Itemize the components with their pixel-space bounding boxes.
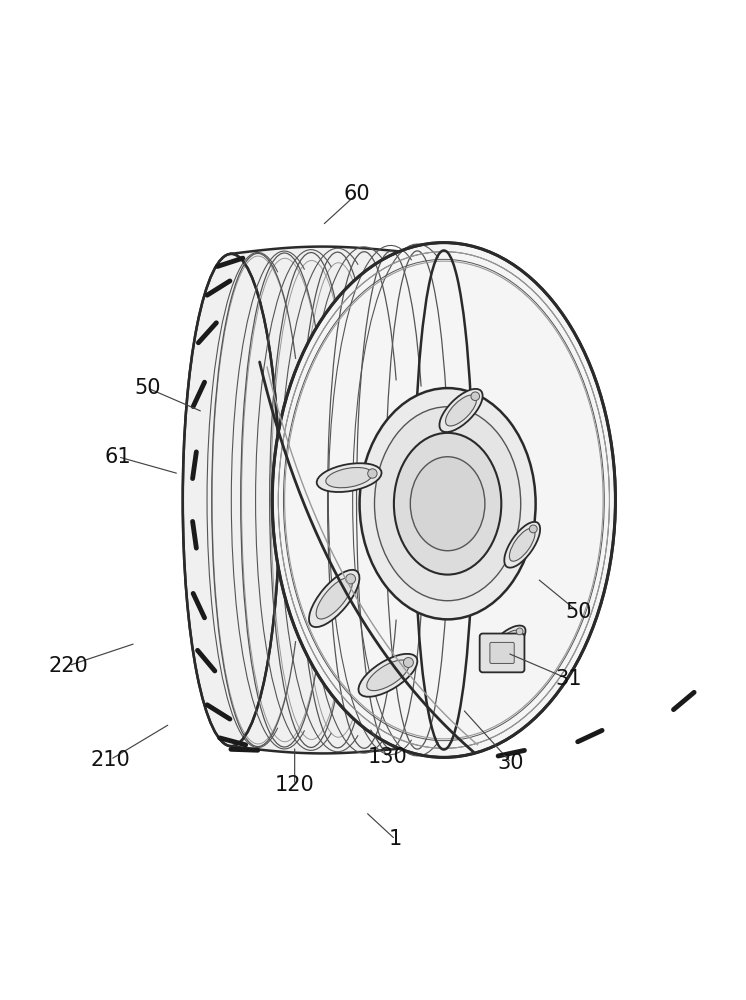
Text: 210: 210	[90, 750, 131, 770]
Ellipse shape	[345, 574, 356, 584]
Text: 60: 60	[343, 184, 370, 204]
Ellipse shape	[410, 457, 485, 551]
Ellipse shape	[404, 658, 413, 667]
Polygon shape	[183, 247, 399, 753]
Ellipse shape	[489, 626, 525, 658]
Ellipse shape	[510, 528, 535, 561]
Ellipse shape	[360, 388, 536, 619]
Text: 50: 50	[565, 602, 592, 622]
Ellipse shape	[394, 433, 501, 575]
Text: 30: 30	[498, 753, 524, 773]
Text: 120: 120	[275, 775, 315, 795]
Text: 1: 1	[389, 829, 402, 849]
Ellipse shape	[183, 254, 280, 746]
Ellipse shape	[309, 570, 360, 627]
Ellipse shape	[316, 578, 352, 619]
FancyBboxPatch shape	[490, 642, 514, 663]
Ellipse shape	[445, 395, 477, 426]
FancyBboxPatch shape	[480, 634, 524, 672]
Ellipse shape	[530, 525, 537, 533]
Text: 61: 61	[104, 447, 131, 467]
Ellipse shape	[368, 469, 377, 478]
Ellipse shape	[374, 407, 521, 601]
Ellipse shape	[272, 243, 615, 757]
Text: 31: 31	[555, 669, 582, 689]
Ellipse shape	[317, 463, 381, 492]
Text: 50: 50	[134, 378, 161, 398]
Ellipse shape	[504, 522, 540, 568]
Ellipse shape	[326, 467, 372, 488]
Ellipse shape	[516, 628, 523, 635]
Ellipse shape	[367, 660, 409, 691]
Text: 220: 220	[48, 656, 89, 676]
Ellipse shape	[359, 654, 417, 697]
Ellipse shape	[471, 392, 480, 401]
Text: 130: 130	[368, 747, 408, 767]
Ellipse shape	[494, 630, 521, 653]
Ellipse shape	[439, 389, 483, 432]
